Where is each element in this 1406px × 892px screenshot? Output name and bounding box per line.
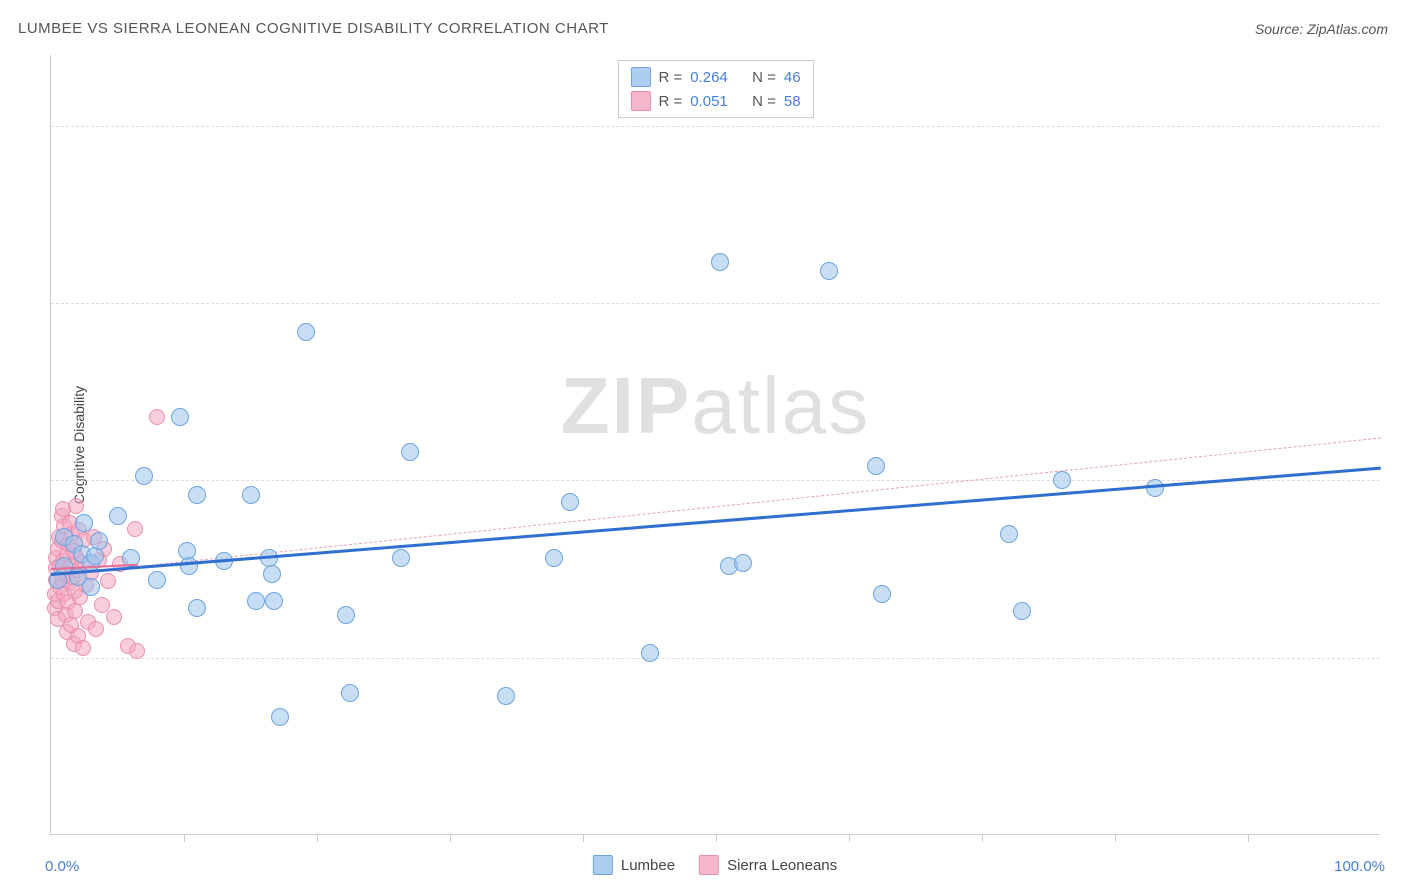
data-point-a	[171, 408, 189, 426]
legend-label-sierra: Sierra Leoneans	[727, 857, 837, 874]
data-point-a	[82, 578, 100, 596]
data-point-a	[263, 565, 281, 583]
x-tick	[1248, 834, 1249, 842]
data-point-a	[561, 493, 579, 511]
x-tick	[583, 834, 584, 842]
data-point-a	[75, 514, 93, 532]
legend-swatch-lumbee	[593, 855, 613, 875]
data-point-a	[641, 644, 659, 662]
data-point-b	[88, 621, 104, 637]
r-label: R =	[658, 93, 682, 110]
data-point-a	[90, 532, 108, 550]
data-point-a	[545, 549, 563, 567]
source-prefix: Source:	[1255, 21, 1307, 37]
series-legend: Lumbee Sierra Leoneans	[593, 855, 837, 875]
legend-swatch-sierra	[699, 855, 719, 875]
source-attribution: Source: ZipAtlas.com	[1255, 21, 1388, 37]
trend-line	[51, 466, 1381, 575]
data-point-b	[67, 603, 83, 619]
stats-row-sierra: R = 0.051 N = 58	[626, 89, 804, 113]
legend-label-lumbee: Lumbee	[621, 857, 675, 874]
data-point-a	[109, 507, 127, 525]
data-point-a	[188, 486, 206, 504]
stats-row-lumbee: R = 0.264 N = 46	[626, 65, 804, 89]
data-point-b	[100, 573, 116, 589]
data-point-b	[106, 609, 122, 625]
x-tick	[1115, 834, 1116, 842]
data-point-a	[297, 323, 315, 341]
x-tick	[184, 834, 185, 842]
data-point-a	[148, 571, 166, 589]
x-tick	[982, 834, 983, 842]
data-point-a	[341, 684, 359, 702]
y-tick-label: 37.5%	[1390, 295, 1406, 312]
swatch-lumbee	[630, 67, 650, 87]
r-value-lumbee: 0.264	[690, 69, 728, 86]
data-point-a	[180, 557, 198, 575]
x-tick	[716, 834, 717, 842]
data-point-a	[337, 606, 355, 624]
watermark-bold: ZIP	[561, 361, 691, 450]
data-point-a	[135, 467, 153, 485]
x-tick	[317, 834, 318, 842]
legend-item-sierra: Sierra Leoneans	[699, 855, 837, 875]
n-value-lumbee: 46	[784, 69, 801, 86]
plot-area: Cognitive Disability ZIPatlas R = 0.264 …	[50, 55, 1380, 835]
r-value-sierra: 0.051	[690, 93, 728, 110]
data-point-a	[1000, 525, 1018, 543]
data-point-b	[129, 643, 145, 659]
watermark: ZIPatlas	[561, 360, 870, 452]
data-point-a	[401, 443, 419, 461]
legend-item-lumbee: Lumbee	[593, 855, 675, 875]
data-point-a	[247, 592, 265, 610]
data-point-a	[265, 592, 283, 610]
swatch-sierra	[630, 91, 650, 111]
watermark-thin: atlas	[691, 361, 870, 450]
r-label: R =	[658, 69, 682, 86]
n-value-sierra: 58	[784, 93, 801, 110]
chart-header: LUMBEE VS SIERRA LEONEAN COGNITIVE DISAB…	[18, 20, 1388, 37]
data-point-a	[188, 599, 206, 617]
trend-line	[51, 438, 1381, 577]
data-point-b	[68, 498, 84, 514]
gridline	[51, 303, 1380, 304]
data-point-b	[75, 640, 91, 656]
n-label: N =	[752, 93, 776, 110]
data-point-b	[149, 409, 165, 425]
x-axis-min-label: 0.0%	[45, 858, 79, 875]
data-point-a	[497, 687, 515, 705]
y-tick-label: 50.0%	[1390, 117, 1406, 134]
data-point-a	[820, 262, 838, 280]
chart-title: LUMBEE VS SIERRA LEONEAN COGNITIVE DISAB…	[18, 20, 609, 37]
data-point-b	[127, 521, 143, 537]
gridline	[51, 480, 1380, 481]
data-point-a	[392, 549, 410, 567]
data-point-a	[873, 585, 891, 603]
x-tick	[849, 834, 850, 842]
data-point-a	[271, 708, 289, 726]
gridline	[51, 658, 1380, 659]
x-tick	[450, 834, 451, 842]
data-point-a	[711, 253, 729, 271]
data-point-a	[1053, 471, 1071, 489]
y-tick-label: 12.5%	[1390, 649, 1406, 666]
data-point-a	[242, 486, 260, 504]
data-point-a	[1013, 602, 1031, 620]
data-point-a	[734, 554, 752, 572]
source-name: ZipAtlas.com	[1307, 21, 1388, 37]
stats-legend: R = 0.264 N = 46 R = 0.051 N = 58	[617, 60, 813, 118]
x-axis-max-label: 100.0%	[1334, 858, 1385, 875]
y-tick-label: 25.0%	[1390, 472, 1406, 489]
gridline	[51, 126, 1380, 127]
n-label: N =	[752, 69, 776, 86]
data-point-a	[867, 457, 885, 475]
scatter-plot: ZIPatlas R = 0.264 N = 46 R = 0.051 N = …	[50, 55, 1380, 835]
